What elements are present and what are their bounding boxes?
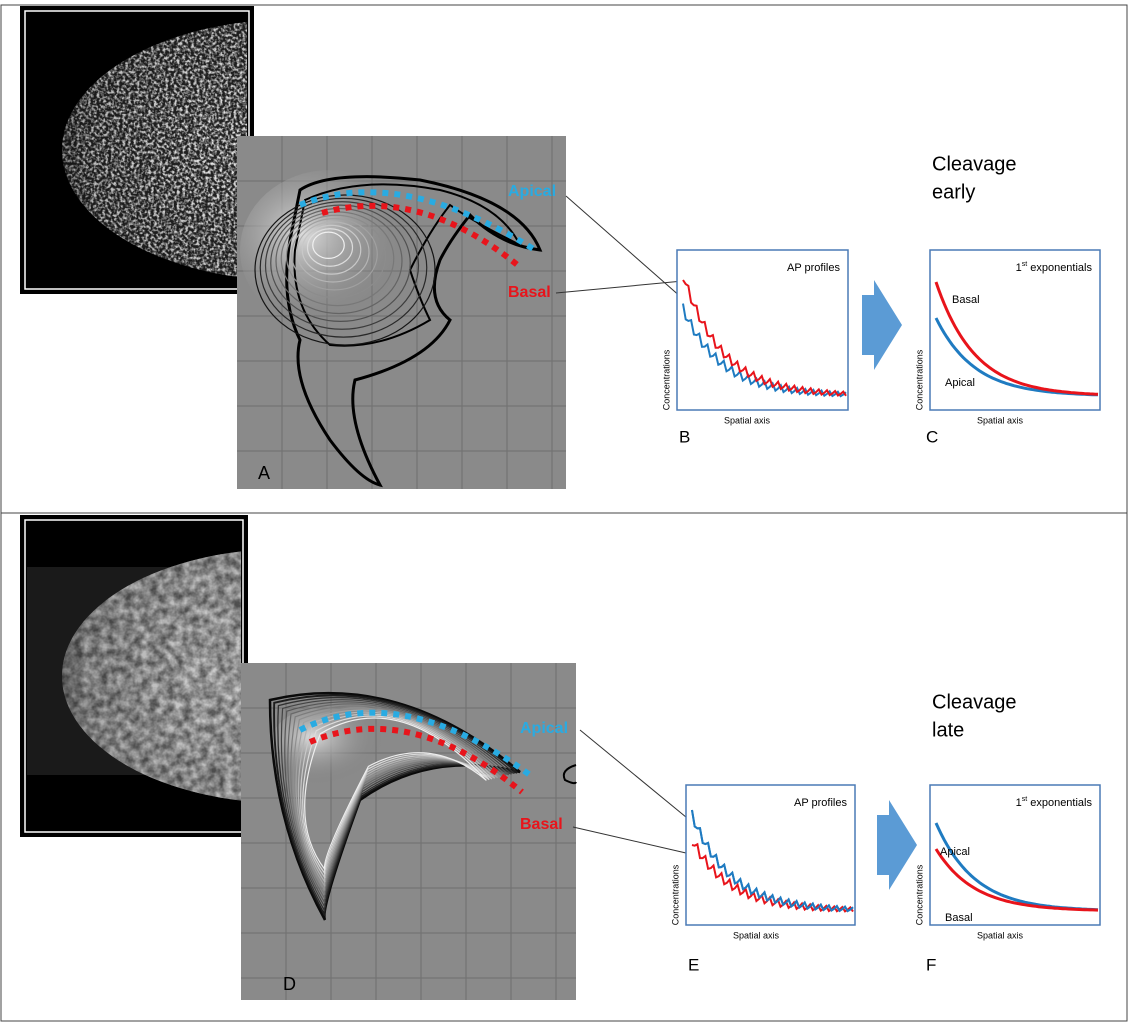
contour [285,175,543,488]
contour [270,204,411,322]
y-axis-label: Concentrations [914,864,924,925]
connector [579,729,693,823]
stage-label: late [932,719,964,741]
plot-title: AP profiles [794,797,847,809]
contour [280,699,513,908]
plot-frame [676,249,849,411]
x-axis-label: Spatial axis [733,930,780,940]
flow-arrow [862,280,902,370]
stage-label: Cleavage [932,691,1017,713]
contour [268,691,521,921]
x-axis-label: Spatial axis [977,930,1024,940]
contour [301,224,362,275]
apical-label: Apical [508,183,556,200]
contour [254,194,436,346]
plot-title: 1st exponentials [1016,261,1093,274]
contour [562,764,577,785]
title-number: 1 [1016,262,1022,274]
contour [277,696,515,912]
curve-label: Apical [945,377,975,389]
curve-label: Apical [940,846,970,858]
profile-curve [682,279,847,397]
title-superscript: st [1022,261,1028,268]
panel-letter: F [926,955,936,974]
contour [273,694,518,917]
x-axis-label: Spatial axis [724,415,771,425]
connector [565,195,691,306]
exponential-curve [934,848,1099,912]
y-axis-label: Concentrations [914,349,924,410]
flow-arrow [877,800,917,890]
contour [259,197,428,338]
contour [306,228,354,267]
contour [291,218,378,291]
contour [302,715,490,875]
exponential-curve [934,281,1099,396]
contour-plot [237,136,566,489]
connector [572,826,687,854]
title-text: exponentials [1030,262,1092,274]
contour [304,717,487,870]
title-number: 1 [1016,797,1022,809]
plot-title: AP profiles [787,262,840,274]
apical-dotted-line [298,189,537,253]
microscopy-image [20,515,248,837]
contour [297,711,496,883]
contour [312,231,345,259]
curve-label: Basal [945,912,973,924]
panel-letter: E [688,955,699,974]
basal-label: Basal [520,816,563,833]
title-superscript: st [1022,796,1028,803]
connector [555,280,684,294]
basal-dotted-line [321,202,522,270]
stage-label: early [932,181,975,203]
contour [296,221,370,283]
curve-label: Basal [952,294,980,306]
x-axis-label: Spatial axis [977,415,1024,425]
title-text: exponentials [1030,797,1092,809]
contour [264,201,420,330]
microscopy-image [20,6,254,294]
apical-label: Apical [520,720,568,737]
plot-title: 1st exponentials [1016,796,1093,809]
basal-label: Basal [508,284,551,301]
panel-letter: A [258,463,270,483]
apical-dotted-line [298,709,532,778]
panel-letter: B [679,427,690,446]
panel-letter: C [926,427,938,446]
stage-label: Cleavage [932,153,1017,175]
profile-curve [691,842,854,913]
row-border [0,512,1128,1022]
y-axis-label: Concentrations [661,349,671,410]
panel-letter: D [283,974,296,994]
contour [285,214,387,299]
profile-curve [691,809,854,913]
contour [300,713,493,879]
contour-glow [240,170,420,330]
y-axis-label: Concentrations [670,864,680,925]
contour [293,183,523,347]
basal-dotted-line [308,725,524,795]
contour-plot [241,663,577,1000]
